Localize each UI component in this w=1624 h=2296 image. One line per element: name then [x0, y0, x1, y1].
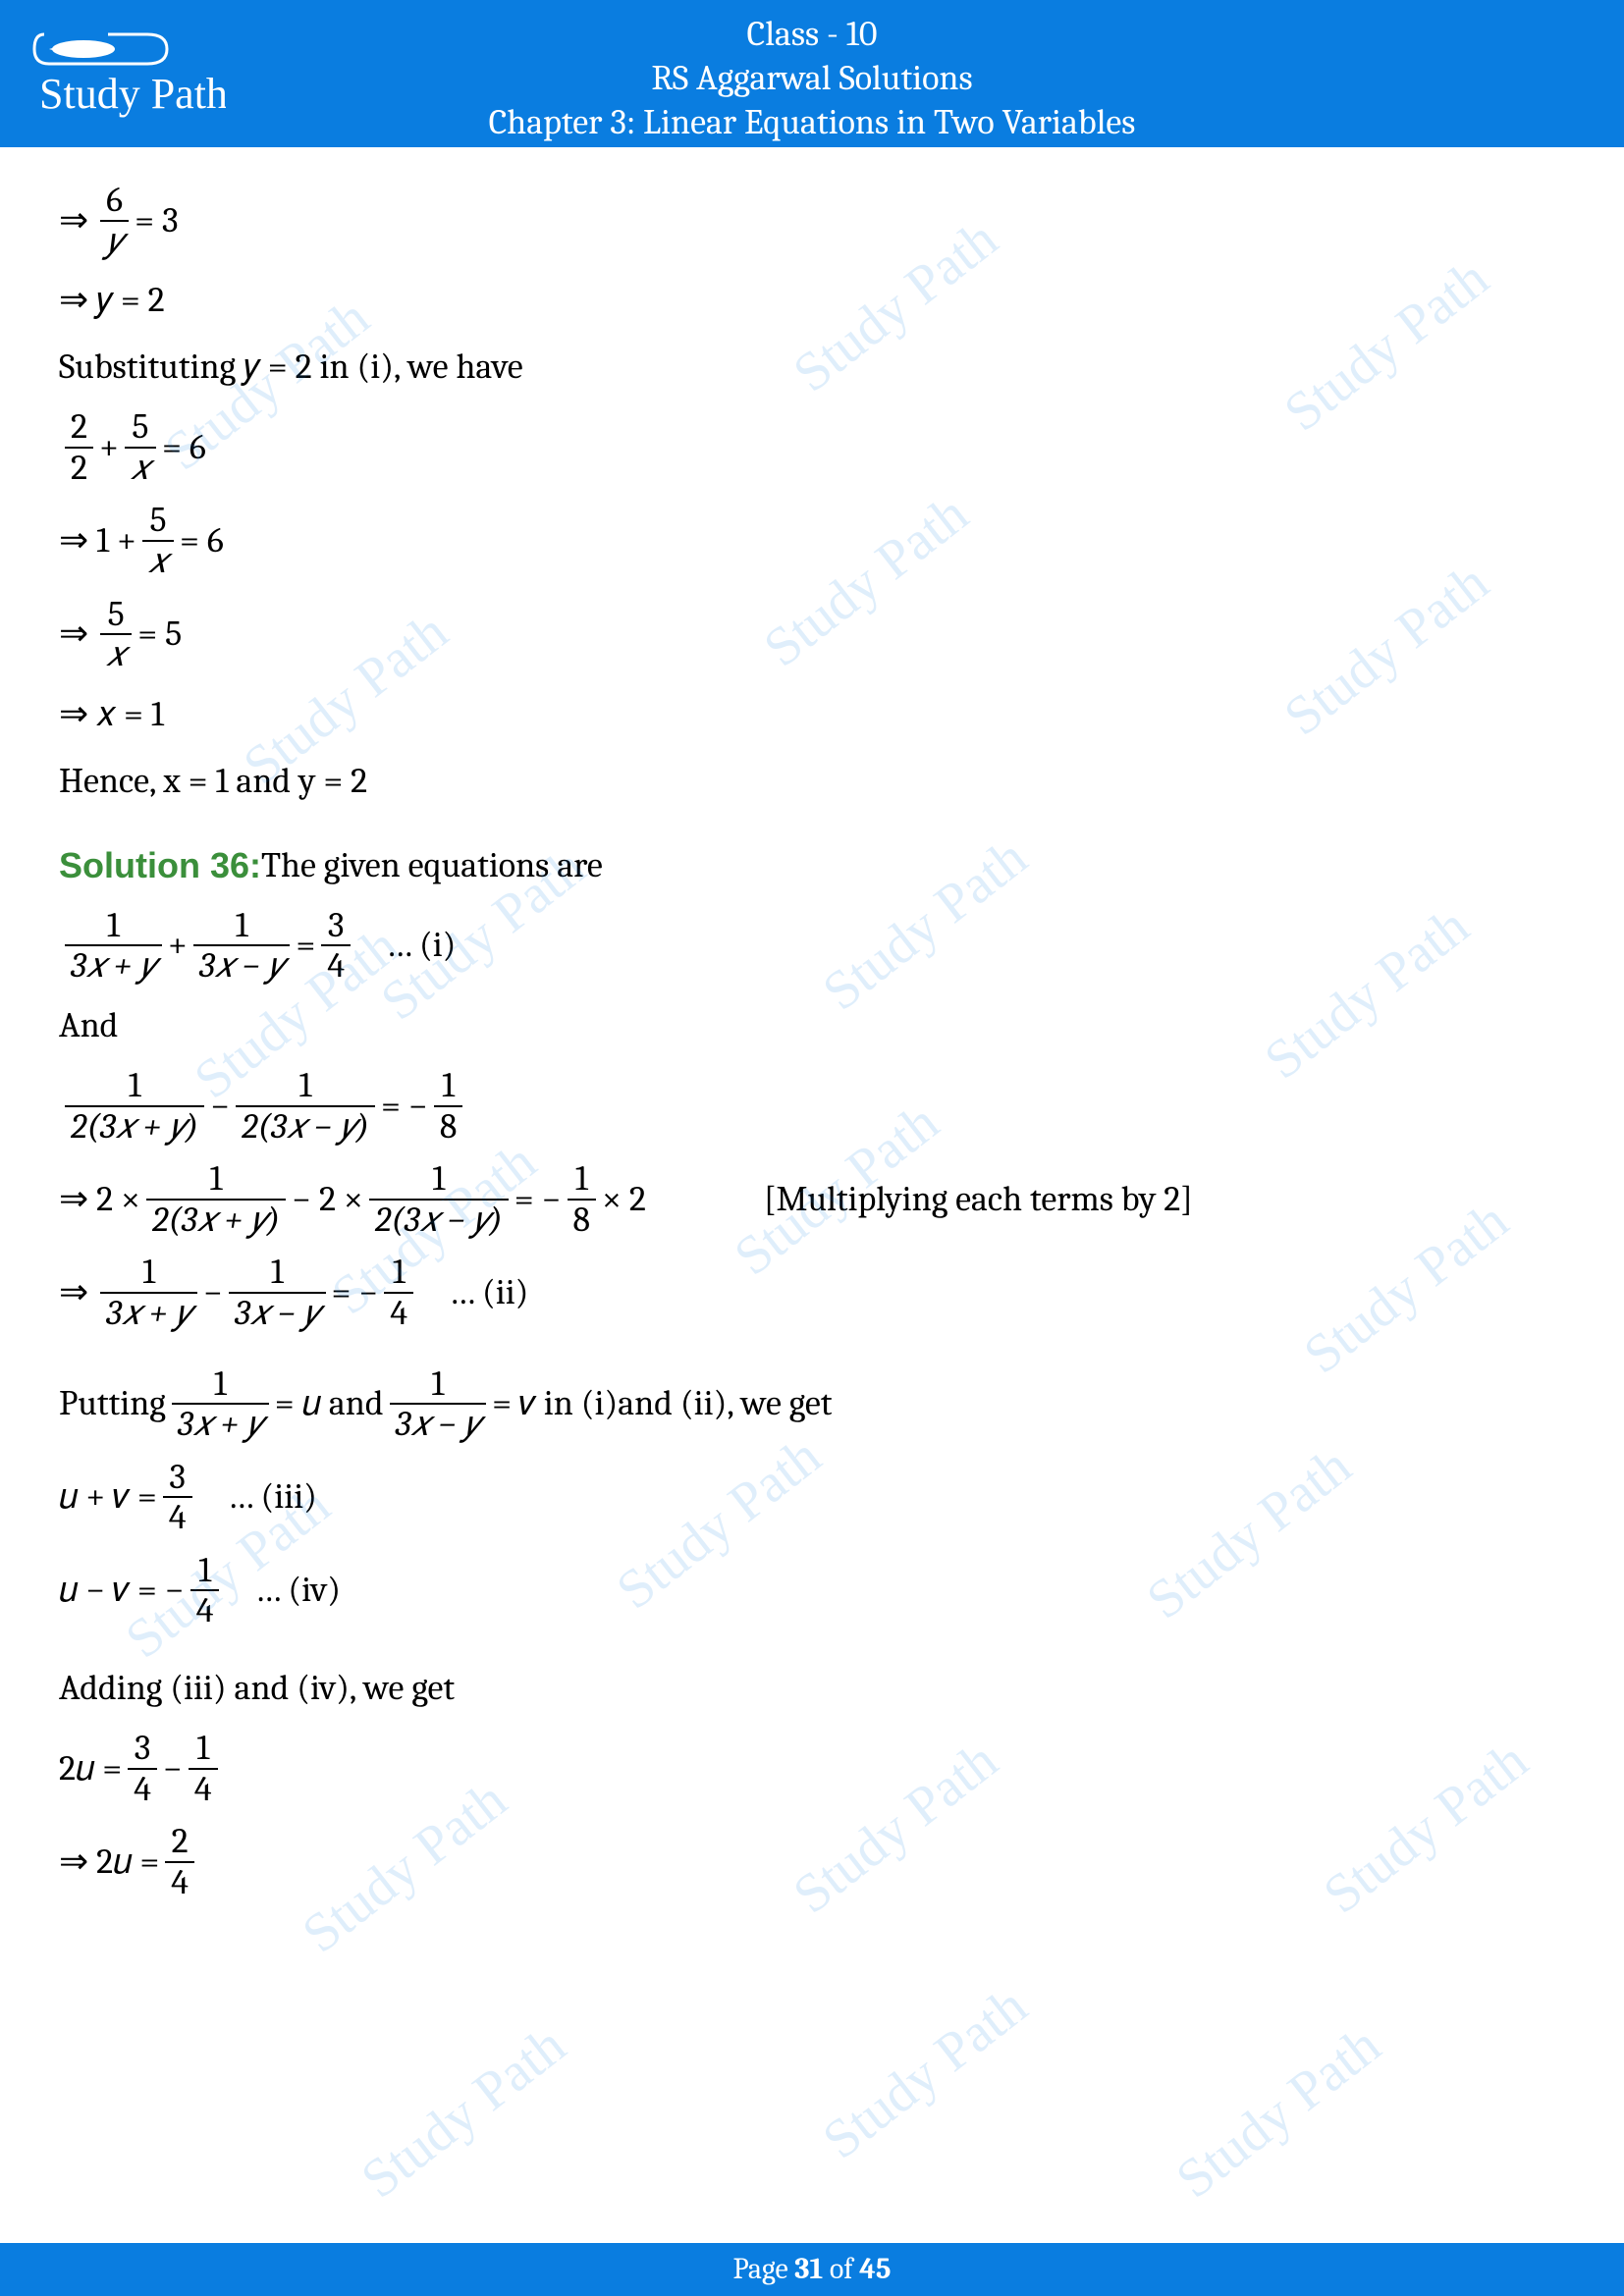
- fraction: 3 4: [163, 1458, 192, 1537]
- fraction: 1 3𝑥 + 𝑦: [65, 906, 162, 986]
- fraction: 1 3𝑥 − 𝑦: [229, 1253, 326, 1332]
- eq-line: 1 2(3𝑥 + 𝑦) − 1 2(3𝑥 − 𝑦) = − 1 8: [59, 1066, 1565, 1146]
- eq-lhs: 𝑢 + 𝑣 =: [59, 1470, 157, 1523]
- fraction: 5 𝑥: [142, 501, 174, 580]
- eq-mid: − 2 ×: [292, 1173, 363, 1226]
- plus-icon: +: [168, 919, 188, 972]
- study-path-logo: Study Path: [29, 20, 226, 128]
- fraction: 1 4: [189, 1729, 218, 1808]
- eq-mid: = −: [514, 1173, 562, 1226]
- text-span: = 𝑢 and: [275, 1377, 384, 1430]
- plus-icon: +: [99, 421, 119, 474]
- minus-icon: −: [163, 1742, 183, 1795]
- fraction: 5 𝑥: [125, 407, 156, 487]
- eq-line: 𝑢 + 𝑣 = 3 4 … (iii): [59, 1458, 1565, 1537]
- fraction: 2 2: [65, 407, 93, 487]
- fraction: 1 3𝑥 − 𝑦: [390, 1364, 487, 1444]
- text-line: And: [59, 999, 1565, 1052]
- page-footer: Page 31 of 45: [0, 2243, 1624, 2296]
- eq-line: ⇒ 1 3𝑥 + 𝑦 − 1 3𝑥 − 𝑦 = − 1 4 … (ii): [59, 1253, 1565, 1332]
- text-line: Substituting 𝑦 = 2 in (i), we have: [59, 341, 1565, 394]
- minus-icon: −: [203, 1266, 223, 1319]
- text-line: Adding (iii) and (iv), we get: [59, 1662, 1565, 1715]
- solution-label: Solution 36:: [59, 839, 261, 892]
- page-content: ⇒ 6 𝑦 = 3 ⇒ 𝑦 = 2 Substituting 𝑦 = 2 in …: [0, 147, 1624, 1901]
- eq-line: ⇒ 𝑥 = 1: [59, 688, 1565, 741]
- fraction: 1 2(3𝑥 + 𝑦): [65, 1066, 204, 1146]
- eq-lhs: 𝑢 − 𝑣 = −: [59, 1564, 185, 1617]
- watermark-text: Study Path: [811, 1975, 1039, 2172]
- eq-rhs: = 6: [162, 421, 206, 474]
- fraction: 5 𝑥: [100, 595, 132, 674]
- eq-tag: … (i): [386, 919, 456, 972]
- eq-line: 𝑢 − 𝑣 = − 1 4 … (iv): [59, 1551, 1565, 1630]
- text-line: Putting 1 3𝑥 + 𝑦 = 𝑢 and 1 3𝑥 − 𝑦 = 𝑣 in…: [59, 1364, 1565, 1444]
- watermark-text: Study Path: [1164, 2014, 1392, 2212]
- eq-lhs: ⇒ 2 ×: [59, 1173, 140, 1226]
- implies-icon: ⇒: [59, 608, 88, 661]
- eq-line: ⇒ 1 + 5 𝑥 = 6: [59, 501, 1565, 580]
- note-text: [Multiplying each terms by 2]: [764, 1173, 1193, 1226]
- logo-text: Study Path: [39, 70, 226, 118]
- eq-line: ⇒ 6 𝑦 = 3: [59, 181, 1565, 260]
- eq-tag: … (iii): [228, 1470, 317, 1523]
- equals-icon: =: [296, 919, 315, 972]
- fraction: 6 𝑦: [100, 181, 129, 260]
- fraction: 1 8: [434, 1066, 462, 1146]
- eq-line: ⇒ 5 𝑥 = 5: [59, 595, 1565, 674]
- eq-lhs: ⇒ 1 +: [59, 514, 136, 567]
- eq-rhs: = 3: [135, 194, 178, 247]
- eq-line: 1 3𝑥 + 𝑦 + 1 3𝑥 − 𝑦 = 3 4 … (i): [59, 906, 1565, 986]
- fraction: 2 4: [165, 1822, 194, 1901]
- footer-prefix: Page: [733, 2252, 795, 2286]
- fraction: 1 3𝑥 + 𝑦: [100, 1253, 197, 1332]
- page-header: Study Path Class - 10 RS Aggarwal Soluti…: [0, 0, 1624, 147]
- fraction: 3 4: [128, 1729, 157, 1808]
- text-span: Putting: [59, 1377, 166, 1430]
- fraction: 1 3𝑥 + 𝑦: [172, 1364, 269, 1444]
- fraction: 3 4: [321, 906, 351, 986]
- eq-rhs: = 5: [137, 608, 182, 661]
- solution-intro: Solution 36: The given equations are: [59, 839, 1565, 892]
- equals-icon: = −: [332, 1266, 379, 1319]
- text-span: = 𝑣 in (i)and (ii), we get: [492, 1377, 832, 1430]
- header-title: RS Aggarwal Solutions: [0, 56, 1624, 100]
- eq-lhs: 2𝑢 =: [59, 1742, 122, 1795]
- fraction: 1 3𝑥 − 𝑦: [193, 906, 291, 986]
- eq-line: 2𝑢 = 3 4 − 1 4: [59, 1729, 1565, 1808]
- text-line: The given equations are: [261, 839, 603, 892]
- implies-icon: ⇒: [59, 194, 88, 247]
- fraction: 1 4: [190, 1551, 220, 1630]
- eq-line: ⇒ 2𝑢 = 2 4: [59, 1822, 1565, 1901]
- eq-line: ⇒ 2 × 1 2(3𝑥 + 𝑦) − 2 × 1 2(3𝑥 − 𝑦) = − …: [59, 1159, 1565, 1239]
- minus-icon: −: [210, 1080, 230, 1133]
- eq-rhs: × 2: [602, 1173, 646, 1226]
- header-class: Class - 10: [0, 12, 1624, 56]
- fraction: 1 4: [384, 1253, 413, 1332]
- footer-total: 45: [859, 2252, 891, 2286]
- result-line: Hence, x = 1 and y = 2: [59, 755, 1565, 808]
- eq-rhs: = 6: [180, 514, 224, 567]
- fraction: 1 2(3𝑥 − 𝑦): [369, 1159, 509, 1239]
- eq-lhs: ⇒ 2𝑢 =: [59, 1836, 159, 1889]
- eq-tag: … (ii): [449, 1266, 528, 1319]
- footer-middle: of: [823, 2252, 859, 2286]
- footer-current: 31: [794, 2252, 823, 2286]
- implies-icon: ⇒: [59, 1266, 88, 1319]
- watermark-text: Study Path: [350, 2014, 577, 2212]
- fraction: 1 8: [568, 1159, 596, 1239]
- equals-icon: = −: [381, 1080, 428, 1133]
- fraction: 1 2(3𝑥 + 𝑦): [146, 1159, 286, 1239]
- fraction: 1 2(3𝑥 − 𝑦): [236, 1066, 375, 1146]
- header-chapter: Chapter 3: Linear Equations in Two Varia…: [0, 100, 1624, 144]
- eq-line: 2 2 + 5 𝑥 = 6: [59, 407, 1565, 487]
- eq-tag: … (iv): [254, 1564, 341, 1617]
- eq-line: ⇒ 𝑦 = 2: [59, 274, 1565, 327]
